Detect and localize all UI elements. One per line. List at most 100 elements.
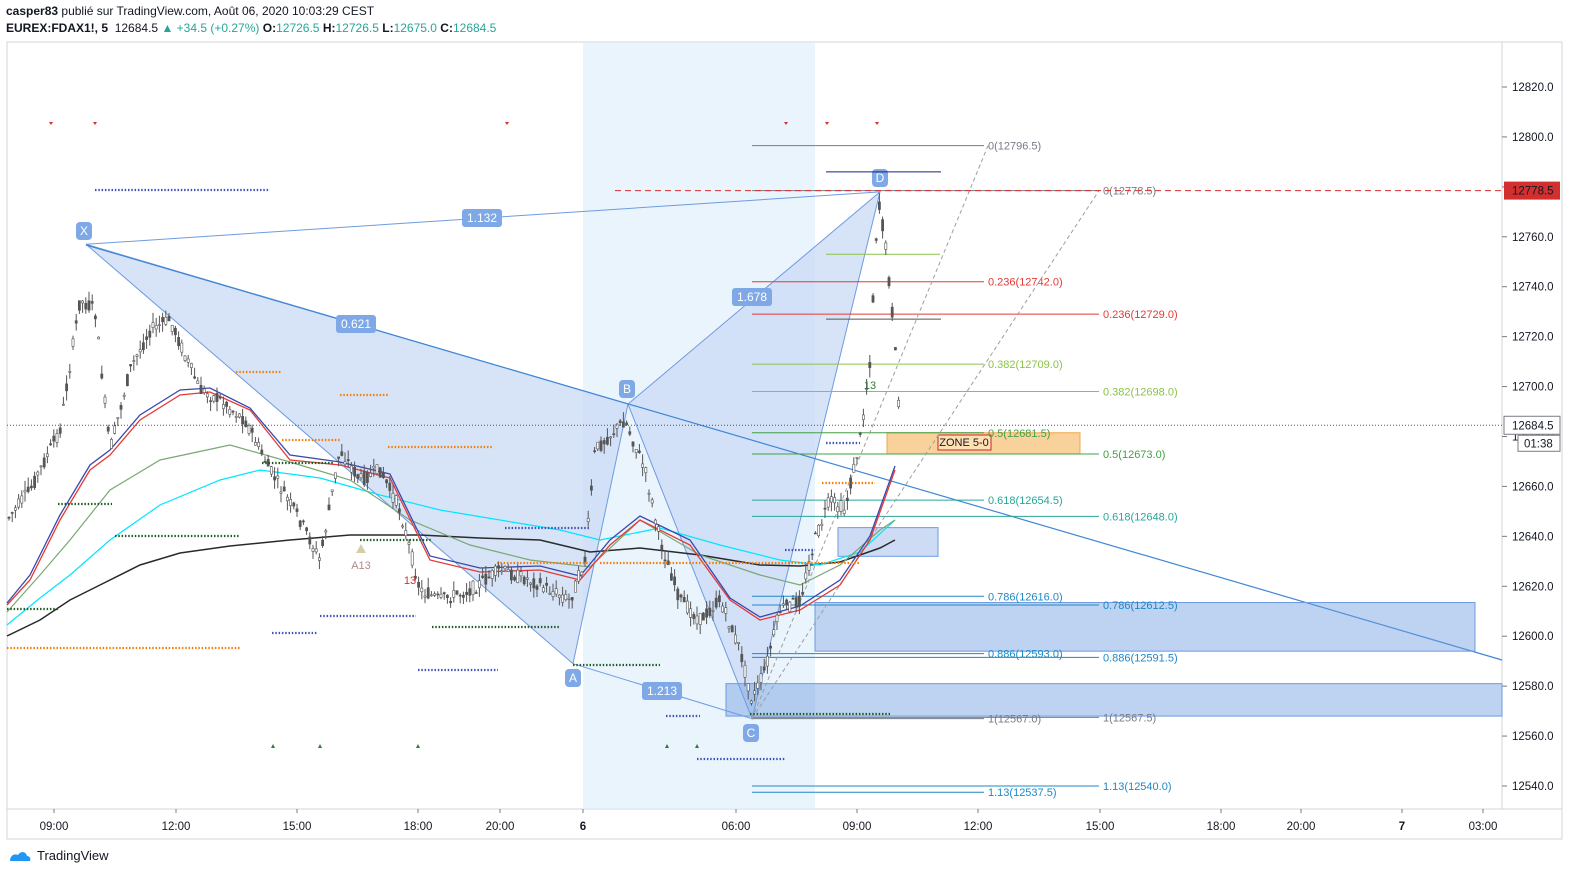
- candle-body: [247, 425, 251, 434]
- candle-body: [746, 683, 750, 692]
- candle-body: [625, 422, 629, 425]
- candle-body: [17, 498, 21, 508]
- candle-body: [781, 603, 785, 606]
- candle-body: [199, 384, 203, 394]
- candle-body: [721, 605, 725, 613]
- candle-body: [621, 421, 625, 428]
- fib-b-label: 0.236(12729.0): [1103, 309, 1178, 321]
- candle-body: [759, 673, 763, 683]
- candle-body: [797, 595, 801, 607]
- fib-a-label: 1(12567.0): [988, 714, 1041, 726]
- ma-100-line: [6, 469, 896, 626]
- x-tick-label: 03:00: [1469, 821, 1498, 833]
- candle-body: [618, 420, 622, 424]
- candle-body: [794, 597, 798, 608]
- ratio-label: 0.621: [341, 317, 371, 331]
- candle-body: [401, 525, 405, 528]
- candle-body: [669, 573, 673, 581]
- candle-body: [94, 315, 97, 320]
- candle-body: [385, 479, 389, 484]
- candle-body: [589, 485, 593, 491]
- candle-body: [497, 565, 501, 569]
- candle-body: [663, 559, 667, 562]
- candle-body: [717, 595, 721, 603]
- candle-body: [701, 612, 705, 621]
- fib-a-label: 0.786(12616.0): [988, 591, 1063, 603]
- candle-body: [132, 360, 136, 362]
- candle-body: [785, 599, 789, 605]
- candle-body: [689, 608, 693, 618]
- sell-marker-icon: [825, 122, 829, 125]
- candle-body: [439, 593, 443, 598]
- candle-body: [29, 485, 33, 489]
- candle-body: [84, 302, 88, 310]
- candle-body: [513, 576, 517, 581]
- trend-line: [85, 244, 1503, 661]
- candle-body: [660, 544, 664, 551]
- candle-body: [733, 634, 737, 644]
- candle-body: [14, 507, 17, 511]
- candle-body: [397, 508, 401, 513]
- point-badge: [872, 169, 888, 187]
- symbol-label: EUREX:FDAX1!, 5: [6, 21, 109, 35]
- candle-body: [429, 594, 433, 597]
- sell-marker-icon: [784, 122, 788, 125]
- candle-body: [218, 396, 222, 399]
- fib-a-label: 0.618(12654.5): [988, 495, 1063, 507]
- high-label: H:: [322, 21, 336, 35]
- point-badge: [76, 222, 92, 240]
- candle-body: [10, 512, 14, 514]
- candle-body: [359, 473, 363, 479]
- candle-body: [186, 358, 190, 363]
- candle-body: [810, 553, 814, 556]
- candle-body: [465, 591, 469, 595]
- candle-body: [183, 355, 187, 361]
- candle-body: [695, 615, 699, 625]
- candle-body: [206, 393, 209, 398]
- candle-body: [893, 347, 897, 351]
- candle-body: [190, 363, 193, 368]
- x-tick-label: 12:00: [964, 821, 993, 833]
- candle-body: [532, 578, 536, 589]
- candle-body: [100, 373, 104, 379]
- candle-body: [7, 516, 11, 519]
- candle-body: [541, 587, 545, 593]
- point-label: C: [747, 726, 756, 740]
- candle-body: [369, 472, 373, 477]
- candle-body: [61, 403, 65, 406]
- candle-body: [407, 542, 411, 545]
- candle-body: [45, 453, 49, 457]
- tradingview-brand[interactable]: TradingView: [8, 848, 109, 863]
- candle-body: [215, 393, 219, 402]
- candle-body: [254, 442, 257, 446]
- demand-zone-1: [814, 602, 1476, 652]
- candle-body: [506, 569, 510, 572]
- candle-body: [308, 536, 312, 545]
- candle-body: [740, 654, 744, 663]
- candle-body: [477, 580, 481, 589]
- candle-body: [42, 457, 46, 468]
- candle-body: [602, 440, 606, 445]
- x-tick-label: 18:00: [1207, 821, 1236, 833]
- candle-body: [737, 642, 741, 644]
- candle-body: [471, 580, 475, 596]
- candle-body: [708, 607, 712, 616]
- candle-body: [765, 655, 769, 667]
- candle-body: [413, 575, 417, 579]
- candle-body: [282, 486, 286, 492]
- candle-body: [455, 590, 459, 595]
- y-tick-label: 12560.0: [1512, 731, 1554, 743]
- candle-body: [116, 417, 120, 419]
- open-value: 12726.5: [276, 21, 320, 35]
- candle-body: [26, 486, 30, 492]
- fib-b-label: 1(12567.5): [1103, 712, 1156, 724]
- last-price-tag: [1503, 415, 1561, 435]
- candle-body: [87, 300, 91, 311]
- candle-body: [516, 569, 520, 583]
- ratio-label: 1.678: [737, 290, 767, 304]
- candle-body: [871, 295, 875, 303]
- countdown-label: 01:38: [1524, 438, 1553, 450]
- candle-body: [833, 497, 837, 504]
- candle-body: [730, 625, 734, 633]
